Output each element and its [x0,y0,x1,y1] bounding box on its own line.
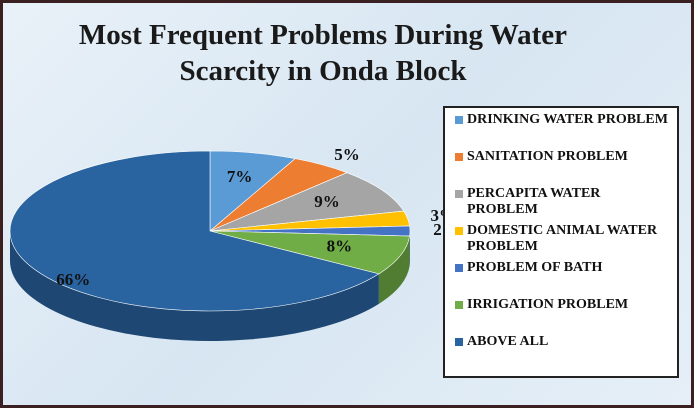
legend-item: PERCAPITA WATER PROBLEM [455,186,673,223]
legend: DRINKING WATER PROBLEM SANITATION PROBLEM… [443,106,679,378]
legend-label: PERCAPITA WATER PROBLEM [467,186,601,217]
slice-side [378,236,410,304]
slice [9,150,380,312]
slice [209,172,405,232]
legend-swatch [455,153,463,161]
legend-label: DOMESTIC ANIMAL WATER PROBLEM [467,223,658,254]
slice [209,230,410,275]
legend-swatch [455,190,463,198]
data-label: 7% [227,167,253,186]
legend-label: DRINKING WATER PROBLEM [467,112,668,127]
legend-swatch [455,227,463,235]
legend-item: ABOVE ALL [455,334,673,371]
data-label: 66% [56,270,90,289]
legend-item: IRRIGATION PROBLEM [455,297,673,334]
legend-label: SANITATION PROBLEM [467,149,628,164]
legend-label: ABOVE ALL [467,334,549,349]
slice-side [10,231,379,341]
legend-label: PROBLEM OF BATH [467,260,603,275]
legend-item: DRINKING WATER PROBLEM [455,112,673,149]
legend-item: DOMESTIC ANIMAL WATER PROBLEM [455,223,673,260]
data-label: 5% [334,145,360,164]
data-label: 9% [314,192,340,211]
legend-swatch [455,338,463,346]
legend-swatch [455,301,463,309]
legend-swatch [455,264,463,272]
legend-item: PROBLEM OF BATH [455,260,673,297]
legend-swatch [455,116,463,124]
pie-area: 7%5%9%3%2%8%66% [9,145,459,341]
data-label: 8% [327,237,353,256]
chart-title: Most Frequent Problems During Water Scar… [78,19,568,87]
legend-label: IRRIGATION PROBLEM [467,297,629,312]
legend-item: SANITATION PROBLEM [455,149,673,186]
